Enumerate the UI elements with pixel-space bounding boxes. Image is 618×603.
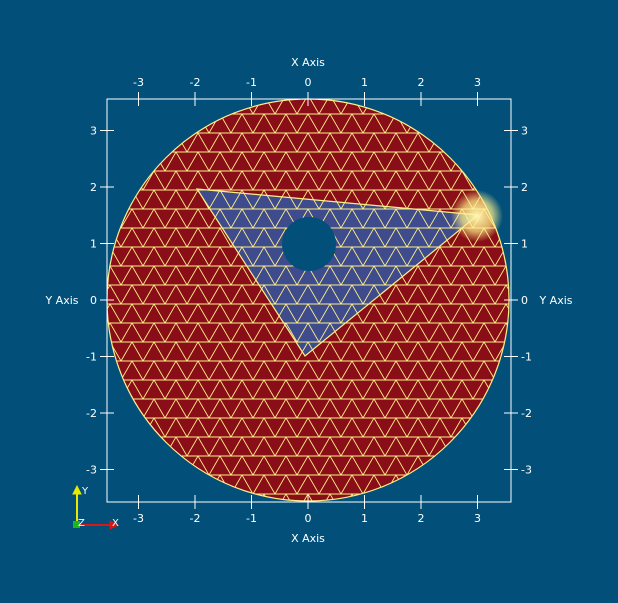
x-tick-label-top: 2 xyxy=(418,76,425,89)
orientation-axes-widget: Y Z X xyxy=(72,484,120,530)
x-axis-title-top: X Axis xyxy=(291,56,325,69)
x-tick-label-bottom: -1 xyxy=(246,512,257,525)
x-tick-label-top: -2 xyxy=(190,76,201,89)
x-tick-label-bottom: 1 xyxy=(361,512,368,525)
y-tick-label-left: -2 xyxy=(86,407,97,420)
y-axis-title-right: Y Axis xyxy=(538,294,572,307)
y-tick-label-left: -1 xyxy=(86,351,97,364)
y-tick-label-right: -1 xyxy=(521,351,532,364)
y-tick-label-left: 0 xyxy=(90,294,97,307)
y-tick-label-left: -3 xyxy=(86,464,97,477)
y-tick-label-right: -3 xyxy=(521,464,532,477)
y-tick-label-left: 1 xyxy=(90,238,97,251)
orientation-y-label: Y xyxy=(81,486,89,497)
x-tick-label-bottom: -2 xyxy=(190,512,201,525)
orientation-z-axis xyxy=(73,521,80,528)
mesh-refinement-hotspot xyxy=(451,190,503,242)
orientation-y-arrowhead xyxy=(72,484,82,495)
region-interface xyxy=(195,188,480,357)
y-tick-label-right: 0 xyxy=(521,294,528,307)
x-tick-label-top: -3 xyxy=(133,76,144,89)
x-tick-label-top: 3 xyxy=(474,76,481,89)
mesh-hole xyxy=(282,217,336,271)
y-tick-label-left: 3 xyxy=(90,125,97,138)
x-tick-label-top: 0 xyxy=(305,76,312,89)
x-tick-label-bottom: 3 xyxy=(474,512,481,525)
y-tick-label-right: 3 xyxy=(521,125,528,138)
orientation-x-label: X xyxy=(112,518,119,529)
y-tick-label-left: 2 xyxy=(90,181,97,194)
tick-labels: -3 -3 -2 -2 -1 -1 0 0 1 1 2 2 3 3 3 3 2 2 1 1 0 0 -1 -1 -2 -2 -3 -3 xyxy=(86,76,532,525)
x-tick-label-bottom: -3 xyxy=(133,512,144,525)
x-tick-label-top: 1 xyxy=(361,76,368,89)
mesh-wireframe xyxy=(107,99,509,501)
y-tick-label-right: -2 xyxy=(521,407,532,420)
x-axis-title-bottom: X Axis xyxy=(291,532,325,545)
x-tick-label-bottom: 2 xyxy=(418,512,425,525)
orientation-x-arrowhead xyxy=(109,520,120,530)
y-tick-label-right: 1 xyxy=(521,238,528,251)
orientation-z-label: Z xyxy=(78,518,85,529)
y-tick-label-right: 2 xyxy=(521,181,528,194)
x-tick-label-bottom: 0 xyxy=(305,512,312,525)
x-tick-label-top: -1 xyxy=(246,76,257,89)
axes-grid xyxy=(100,92,518,509)
y-axis-title-left: Y Axis xyxy=(44,294,78,307)
